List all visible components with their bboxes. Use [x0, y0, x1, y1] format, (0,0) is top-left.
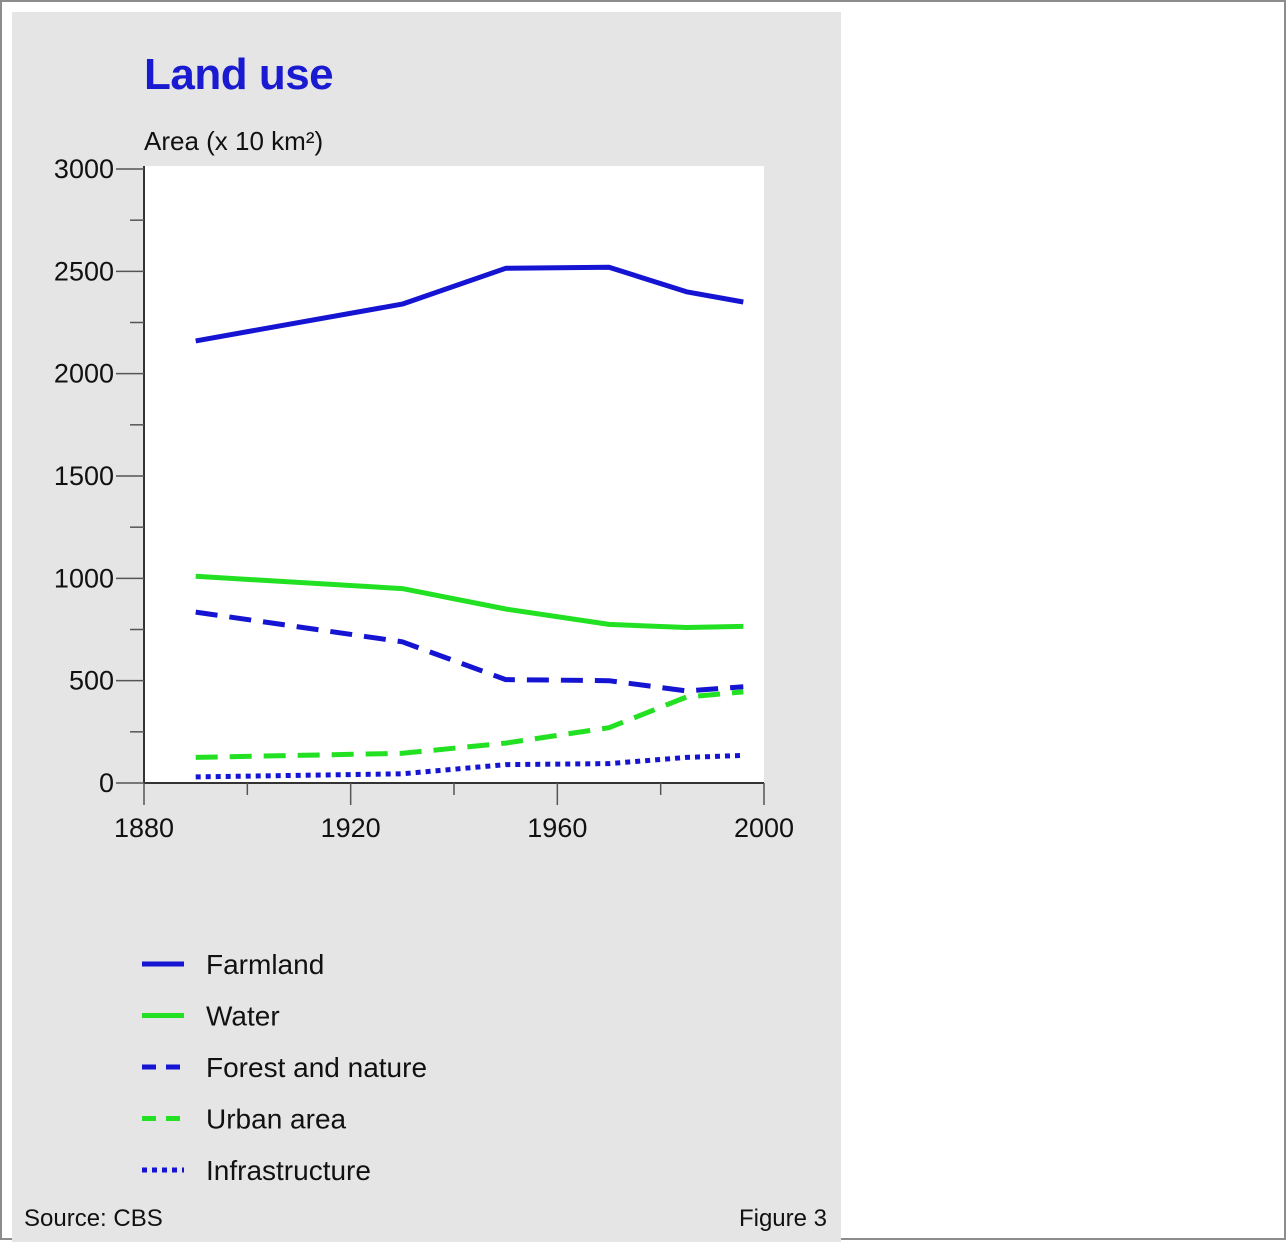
series-line-urban-area — [195, 689, 744, 760]
series-group — [195, 264, 744, 780]
y-tick-label: 500 — [69, 666, 114, 696]
x-tick-label: 2000 — [734, 813, 794, 843]
axes: 0 500 1000 1500 2000 2500 3000 1880 1920 1960 2000 — [54, 154, 794, 843]
figure-number: Figure 3 — [738, 1205, 827, 1232]
legend-label: Forest and nature — [206, 1052, 427, 1083]
series-line-infrastructure — [195, 752, 744, 780]
legend-label: Farmland — [206, 949, 324, 980]
legend: Farmland Water Forest and nature Urban area… — [142, 949, 427, 1186]
y-tick-label: 2500 — [54, 256, 114, 286]
legend-label: Water — [206, 1001, 280, 1032]
x-tick-label: 1920 — [321, 813, 381, 843]
y-axis-label: Area (x 10 km²) — [144, 126, 324, 156]
x-tick-label: 1960 — [527, 813, 587, 843]
source-note: Source: CBS — [24, 1205, 163, 1232]
y-tick-label: 3000 — [54, 154, 114, 184]
series-line-water — [195, 573, 744, 630]
legend-label: Urban area — [206, 1104, 347, 1135]
y-tick-label: 2000 — [54, 359, 114, 389]
x-tick-label: 1880 — [114, 813, 174, 843]
chart-title: Land use — [144, 50, 334, 99]
y-tick-label: 1500 — [54, 461, 114, 491]
plot-area — [144, 166, 764, 784]
series-line-farmland — [195, 264, 744, 344]
y-tick-label: 1000 — [54, 563, 114, 593]
y-tick-label: 0 — [99, 768, 114, 798]
legend-label: Infrastructure — [206, 1155, 371, 1186]
series-line-forest-and-nature — [195, 609, 744, 694]
